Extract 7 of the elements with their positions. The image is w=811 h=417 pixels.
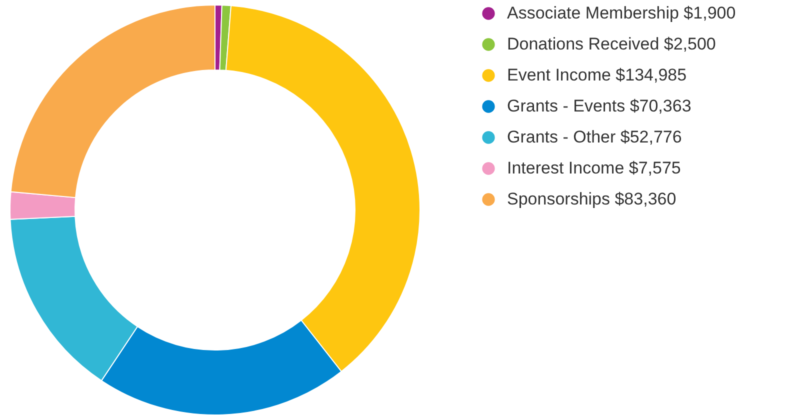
legend-label: Sponsorships $83,360 — [507, 190, 676, 208]
legend-label: Interest Income $7,575 — [507, 158, 681, 178]
legend-label: Grants - Other $52,776 — [507, 128, 682, 146]
legend-label: Event Income $134,985 — [507, 66, 687, 84]
legend-label: Grants - Events $70,363 — [507, 96, 692, 116]
legend-label: Associate Membership $1,900 — [507, 4, 736, 22]
legend-label: Donations Received $2,500 — [507, 34, 716, 54]
